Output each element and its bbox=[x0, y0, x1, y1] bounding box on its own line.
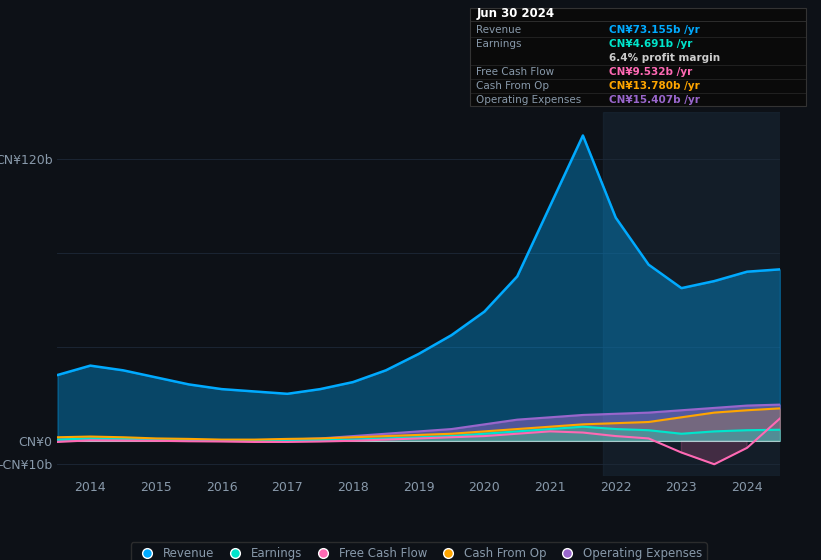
Text: Earnings: Earnings bbox=[476, 39, 521, 49]
Text: Revenue: Revenue bbox=[476, 25, 521, 35]
Text: CN¥15.407b /yr: CN¥15.407b /yr bbox=[609, 95, 700, 105]
Text: 6.4% profit margin: 6.4% profit margin bbox=[609, 53, 720, 63]
Text: Operating Expenses: Operating Expenses bbox=[476, 95, 581, 105]
Bar bbox=[603, 112, 787, 476]
Text: CN¥73.155b /yr: CN¥73.155b /yr bbox=[609, 25, 700, 35]
Text: Free Cash Flow: Free Cash Flow bbox=[476, 67, 554, 77]
Text: CN¥13.780b /yr: CN¥13.780b /yr bbox=[609, 81, 700, 91]
Text: Cash From Op: Cash From Op bbox=[476, 81, 549, 91]
Text: CN¥4.691b /yr: CN¥4.691b /yr bbox=[609, 39, 693, 49]
Legend: Revenue, Earnings, Free Cash Flow, Cash From Op, Operating Expenses: Revenue, Earnings, Free Cash Flow, Cash … bbox=[131, 542, 707, 560]
Text: CN¥9.532b /yr: CN¥9.532b /yr bbox=[609, 67, 692, 77]
Text: Jun 30 2024: Jun 30 2024 bbox=[476, 7, 554, 21]
